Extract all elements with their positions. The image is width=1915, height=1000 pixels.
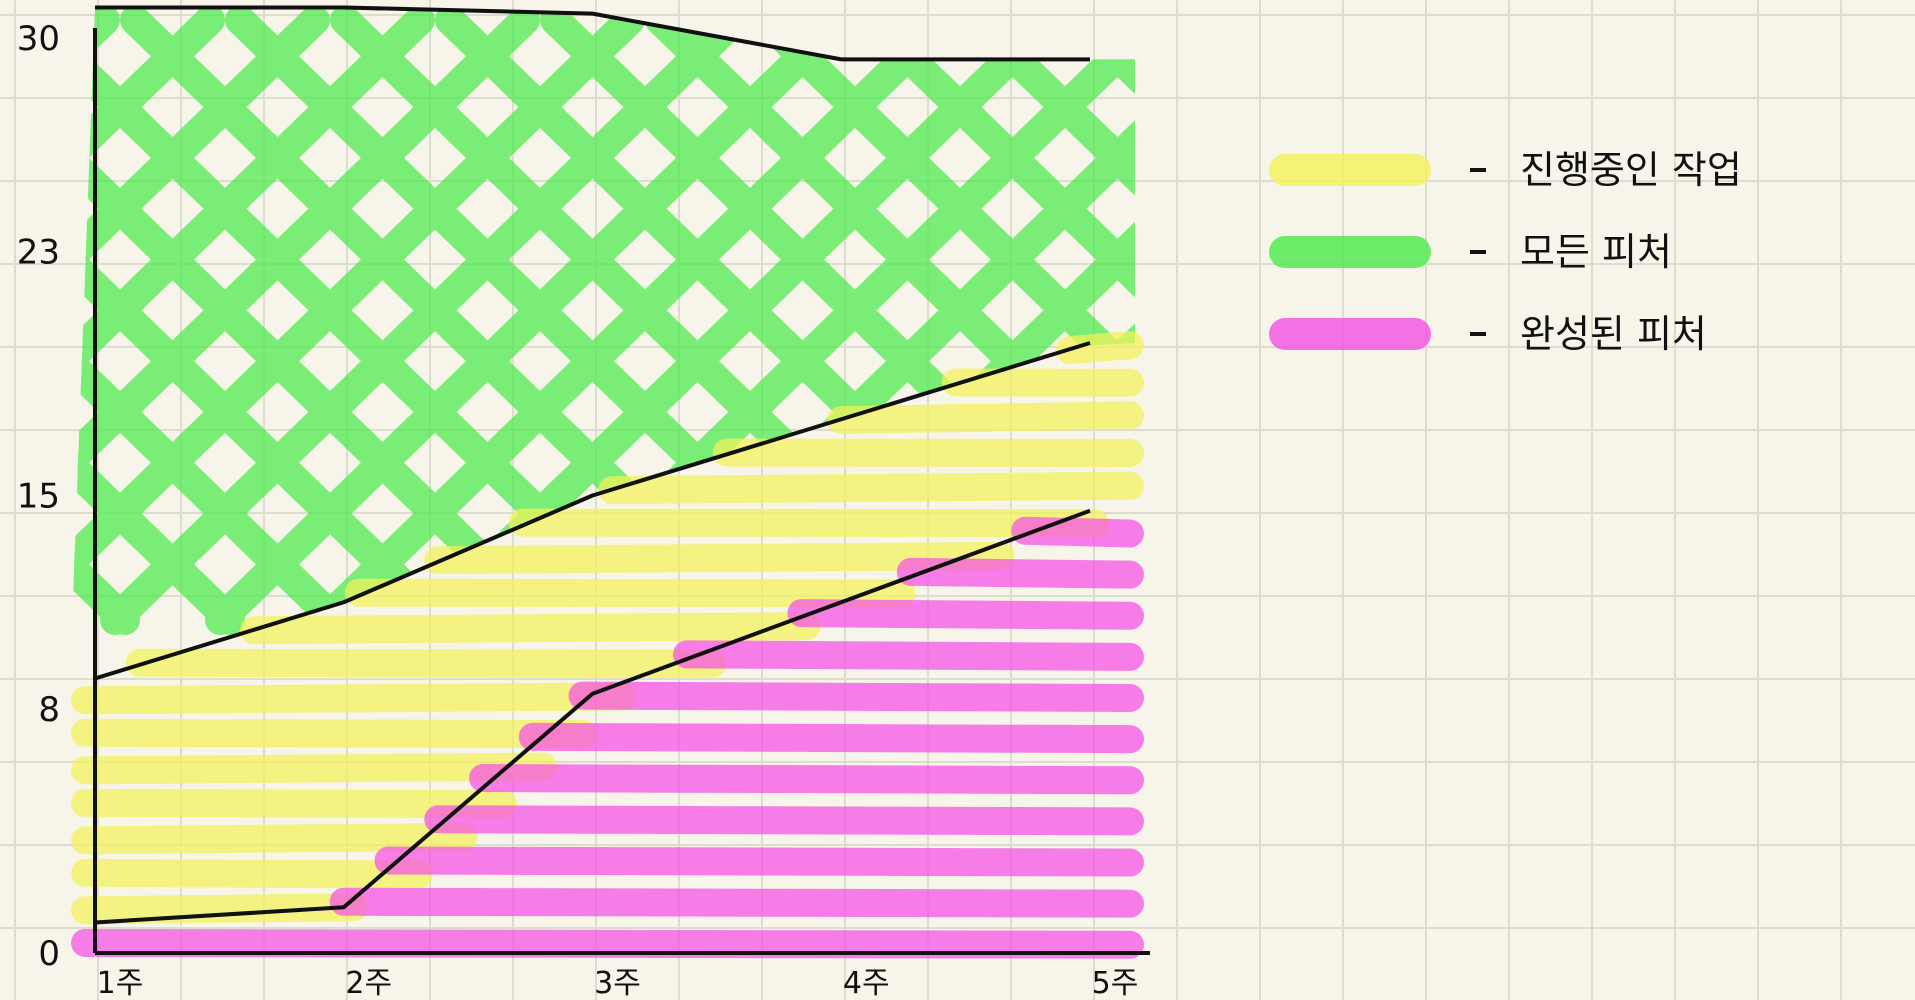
band-all-features-stroke: [70, 7, 225, 635]
band-all-features-stroke: [310, 7, 960, 635]
x-tick-label: 4주: [843, 966, 890, 1000]
band-all-features-stroke: [70, 7, 645, 635]
band-completed-stroke: [71, 928, 1144, 959]
legend-label: 모든 피처: [1520, 230, 1672, 274]
band-all-features-stroke: [0, 20, 20, 620]
band-all-features-stroke: [70, 7, 350, 635]
band-in-progress-stroke: [240, 612, 821, 645]
band-completed-stroke: [329, 887, 1144, 918]
y-tick-label: 15: [17, 477, 60, 517]
band-in-progress-stroke: [71, 752, 557, 785]
y-tick-label: 8: [38, 690, 60, 730]
band-completed-stroke: [672, 640, 1144, 671]
band-completed-stroke: [568, 681, 1144, 712]
band-all-features-stroke: [960, 7, 1135, 635]
band-completed-stroke: [374, 846, 1144, 877]
band-completed-stroke: [518, 722, 1144, 754]
band-in-progress-stroke: [71, 718, 597, 748]
band-in-progress: [71, 331, 1144, 925]
legend-label: 진행중인 작업: [1520, 148, 1742, 192]
band-all-features-stroke: [855, 7, 1135, 635]
band-in-progress-stroke: [71, 788, 518, 819]
band-in-progress-stroke: [508, 508, 1110, 538]
band-in-progress-stroke: [827, 401, 1144, 435]
band-completed-stroke: [787, 599, 1144, 630]
band-completed-stroke: [896, 557, 1144, 589]
band-in-progress-stroke: [125, 648, 727, 678]
x-tick-label: 3주: [594, 966, 641, 1000]
band-in-progress-stroke: [71, 822, 478, 855]
band-in-progress-stroke: [598, 471, 1144, 505]
y-tick-label: 23: [17, 233, 60, 273]
band-all-features-hatch: [0, 7, 1135, 635]
y-tick-label: 0: [38, 934, 60, 974]
band-in-progress-stroke: [1056, 331, 1144, 365]
band-in-progress-stroke: [71, 858, 433, 889]
band-all-features-stroke: [100, 7, 750, 635]
band-all-features-stroke: [70, 7, 540, 635]
axes: [93, 28, 1150, 955]
tick-labels: 0 8 15 23 30 1주 2주 3주 4주 5주: [17, 19, 1139, 1000]
band-in-progress-stroke: [71, 682, 637, 715]
band-completed-stroke: [424, 805, 1144, 836]
x-tick-label: 1주: [97, 966, 144, 1000]
band-completed: [71, 516, 1144, 959]
band-completed-stroke: [469, 764, 1144, 795]
chart-bands: [0, 7, 1144, 959]
y-tick-label: 30: [17, 19, 60, 59]
x-tick-label: 5주: [1092, 966, 1139, 1000]
band-all-features-stroke: [70, 7, 330, 635]
band-in-progress-stroke: [424, 541, 1015, 575]
band-all-features-stroke: [205, 7, 855, 635]
boundary-lines: [94, 5, 1091, 925]
band-all-features-stroke: [70, 7, 435, 635]
legend-label: 완성된 피처: [1520, 312, 1707, 356]
band-in-progress-stroke: [344, 578, 916, 608]
band-completed-stroke: [1011, 516, 1144, 548]
band-all-features: [0, 7, 1135, 635]
x-tick-label: 2주: [345, 966, 392, 1000]
